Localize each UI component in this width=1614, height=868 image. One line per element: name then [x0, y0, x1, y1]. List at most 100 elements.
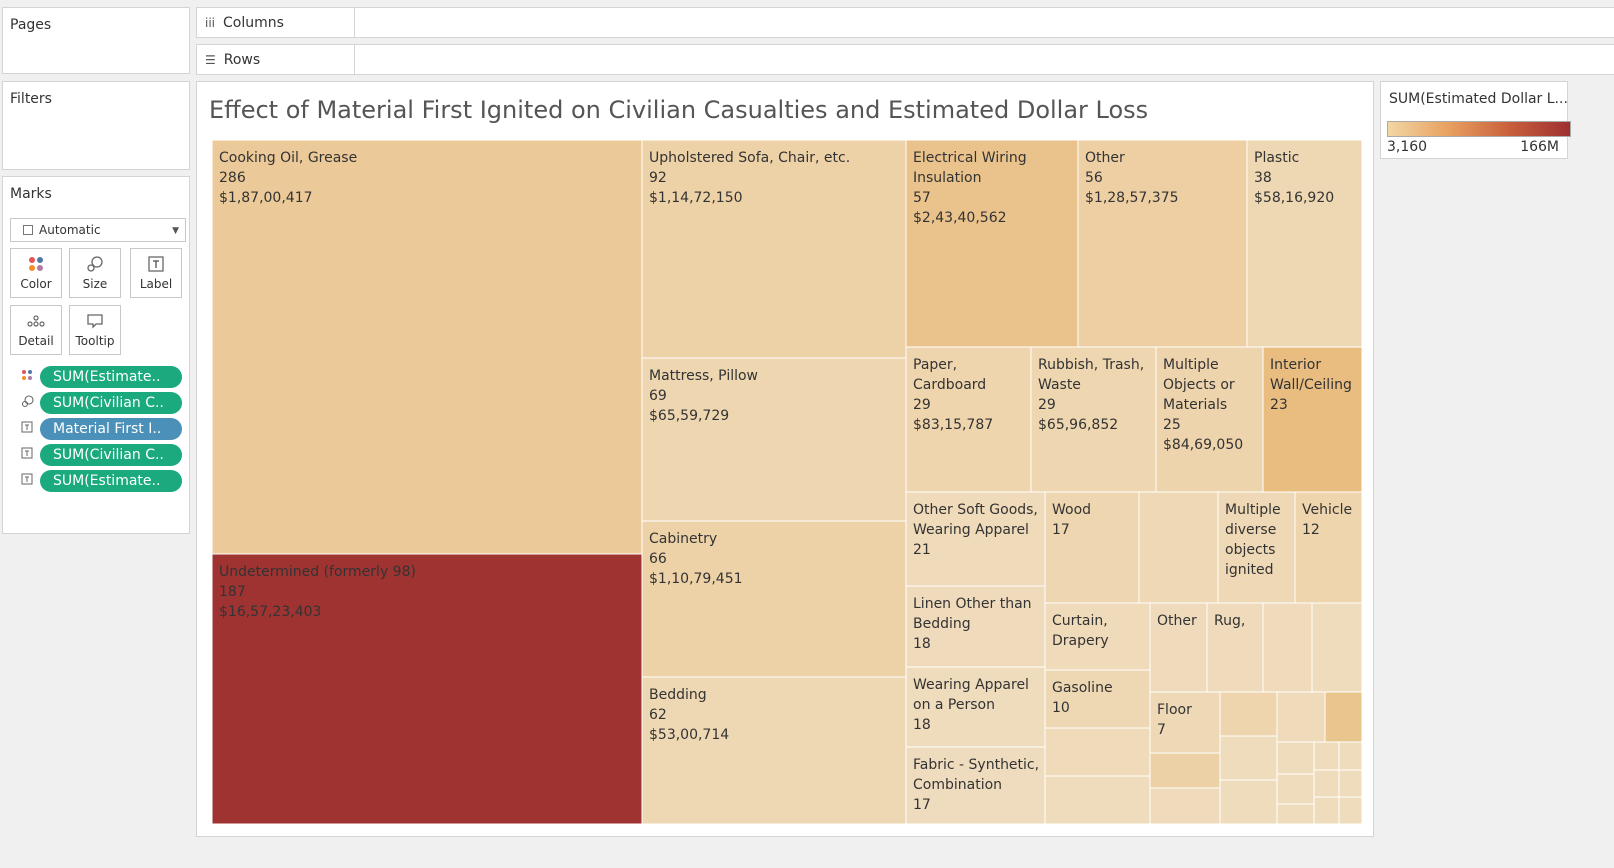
- treemap-label: Curtain,: [1052, 613, 1108, 629]
- treemap-cell[interactable]: [1262, 346, 1362, 493]
- pill-estimated-loss-color[interactable]: SUM(Estimate..: [40, 366, 182, 388]
- treemap-cell-unlabeled[interactable]: [1044, 775, 1151, 824]
- treemap-cell[interactable]: [905, 491, 1046, 587]
- treemap-cell[interactable]: [641, 357, 907, 522]
- treemap-cell[interactable]: [905, 140, 1079, 348]
- treemap-cell-unlabeled[interactable]: [1276, 773, 1315, 805]
- treemap-cell-unlabeled[interactable]: [1219, 691, 1278, 737]
- chart-title: Effect of Material First Ignited on Civi…: [209, 96, 1149, 124]
- label-icon: [20, 447, 34, 461]
- treemap-cell[interactable]: [212, 553, 643, 824]
- treemap-cell[interactable]: [1155, 346, 1264, 493]
- treemap-cell-unlabeled[interactable]: [1276, 803, 1315, 824]
- legend-max-label: 166M: [1520, 139, 1559, 155]
- treemap-cell-unlabeled[interactable]: [1044, 727, 1151, 777]
- rows-shelf[interactable]: ☰ Rows: [196, 44, 1614, 75]
- treemap-cell[interactable]: [1030, 346, 1157, 493]
- treemap-label: diverse: [1225, 522, 1276, 538]
- treemap-cell-unlabeled[interactable]: [1324, 691, 1362, 743]
- treemap-label: 18: [913, 717, 931, 733]
- treemap-cell-unlabeled[interactable]: [1276, 741, 1315, 775]
- treemap-label: $83,15,787: [913, 417, 993, 433]
- columns-shelf[interactable]: iii Columns: [196, 7, 1614, 38]
- viz-pane: Effect of Material First Ignited on Civi…: [196, 81, 1374, 837]
- treemap-cell[interactable]: [905, 585, 1046, 668]
- rows-label: ☰ Rows: [197, 45, 355, 74]
- treemap-cell[interactable]: [641, 520, 907, 678]
- label-icon: [131, 255, 181, 277]
- treemap-cell-unlabeled[interactable]: [1338, 769, 1362, 798]
- treemap-cell[interactable]: [641, 676, 907, 824]
- treemap-label: Undetermined (formerly 98): [219, 564, 416, 580]
- pill-civilian-casualties-label[interactable]: SUM(Civilian C..: [40, 444, 182, 466]
- treemap-label: $53,00,714: [649, 727, 729, 743]
- treemap-cell-unlabeled[interactable]: [1149, 787, 1221, 824]
- columns-label: iii Columns: [197, 8, 355, 37]
- treemap-label: 23: [1270, 397, 1288, 413]
- treemap-cell-unlabeled[interactable]: [1311, 602, 1362, 693]
- size-button[interactable]: Size: [69, 248, 121, 298]
- rows-icon: ☰: [205, 52, 216, 67]
- treemap-label: Interior: [1270, 357, 1321, 373]
- treemap-cell-unlabeled[interactable]: [1219, 779, 1278, 824]
- treemap-label: Drapery: [1052, 633, 1109, 649]
- treemap-cell-unlabeled[interactable]: [1338, 796, 1362, 824]
- treemap: Cooking Oil, Grease 286 $1,87,00,417 Undete…: [212, 140, 1362, 824]
- legend-title: SUM(Estimated Dollar L...: [1389, 91, 1568, 107]
- treemap-label: Wall/Ceiling: [1270, 377, 1352, 393]
- treemap-cell-unlabeled[interactable]: [1149, 752, 1221, 789]
- treemap-cell-unlabeled[interactable]: [1313, 741, 1340, 771]
- treemap-label: Fabric - Synthetic,: [913, 757, 1039, 773]
- treemap-label: $65,59,729: [649, 408, 729, 424]
- pill-estimated-loss-label[interactable]: SUM(Estimate..: [40, 470, 182, 492]
- treemap-cell[interactable]: [1077, 140, 1248, 348]
- treemap-cell[interactable]: [212, 140, 643, 555]
- label-icon: [20, 421, 34, 435]
- pill-material-label[interactable]: Material First I..: [40, 418, 182, 440]
- treemap-label: Combination: [913, 777, 1002, 793]
- treemap-cell-unlabeled[interactable]: [1219, 735, 1278, 781]
- treemap-cell[interactable]: [1044, 491, 1140, 604]
- tooltip-button[interactable]: Tooltip: [69, 305, 121, 355]
- mark-type-dropdown[interactable]: Automatic ▼: [10, 218, 186, 242]
- treemap-label: $1,10,79,451: [649, 571, 743, 587]
- chevron-down-icon: ▼: [172, 226, 179, 236]
- treemap-cell[interactable]: [1217, 491, 1296, 604]
- size-icon: [70, 255, 120, 277]
- treemap-cell[interactable]: [1206, 602, 1264, 693]
- color-icon: [20, 369, 34, 383]
- pill-civilian-casualties-size[interactable]: SUM(Civilian C..: [40, 392, 182, 414]
- treemap-cell-unlabeled[interactable]: [1276, 691, 1326, 743]
- detail-icon: [11, 312, 61, 334]
- detail-button[interactable]: Detail: [10, 305, 62, 355]
- treemap-cell-unlabeled[interactable]: [1313, 796, 1340, 824]
- color-button[interactable]: Color: [10, 248, 62, 298]
- treemap-cell-unlabeled[interactable]: [1313, 769, 1340, 798]
- pages-shelf[interactable]: Pages: [2, 7, 190, 74]
- treemap-cell[interactable]: [1294, 491, 1362, 604]
- tooltip-icon: [70, 312, 120, 334]
- treemap-label: Linen Other than: [913, 596, 1032, 612]
- treemap-cell[interactable]: [641, 140, 907, 359]
- filters-shelf[interactable]: Filters: [2, 81, 190, 170]
- treemap-label: Vehicle: [1302, 502, 1352, 518]
- treemap-cell-unlabeled[interactable]: [1338, 741, 1362, 771]
- treemap-label: $1,28,57,375: [1085, 190, 1179, 206]
- treemap-label: Cabinetry: [649, 531, 717, 547]
- treemap-cell[interactable]: [1044, 669, 1151, 729]
- treemap-cell-unlabeled[interactable]: [1262, 602, 1313, 693]
- treemap-label: 12: [1302, 522, 1320, 538]
- treemap-label: $1,14,72,150: [649, 190, 743, 206]
- treemap-cell[interactable]: [905, 346, 1032, 493]
- rows-title: Rows: [223, 51, 261, 68]
- columns-title: Columns: [223, 14, 284, 31]
- treemap-cell[interactable]: [905, 746, 1046, 824]
- color-label: Color: [20, 277, 52, 291]
- label-button[interactable]: Label: [130, 248, 182, 298]
- treemap-label: Objects or: [1163, 377, 1235, 393]
- treemap-cell[interactable]: [905, 666, 1046, 748]
- treemap-cell-unlabeled[interactable]: [1138, 491, 1219, 604]
- treemap-label: Cardboard: [913, 377, 986, 393]
- treemap-cell[interactable]: [1149, 691, 1221, 754]
- tooltip-label: Tooltip: [75, 334, 115, 348]
